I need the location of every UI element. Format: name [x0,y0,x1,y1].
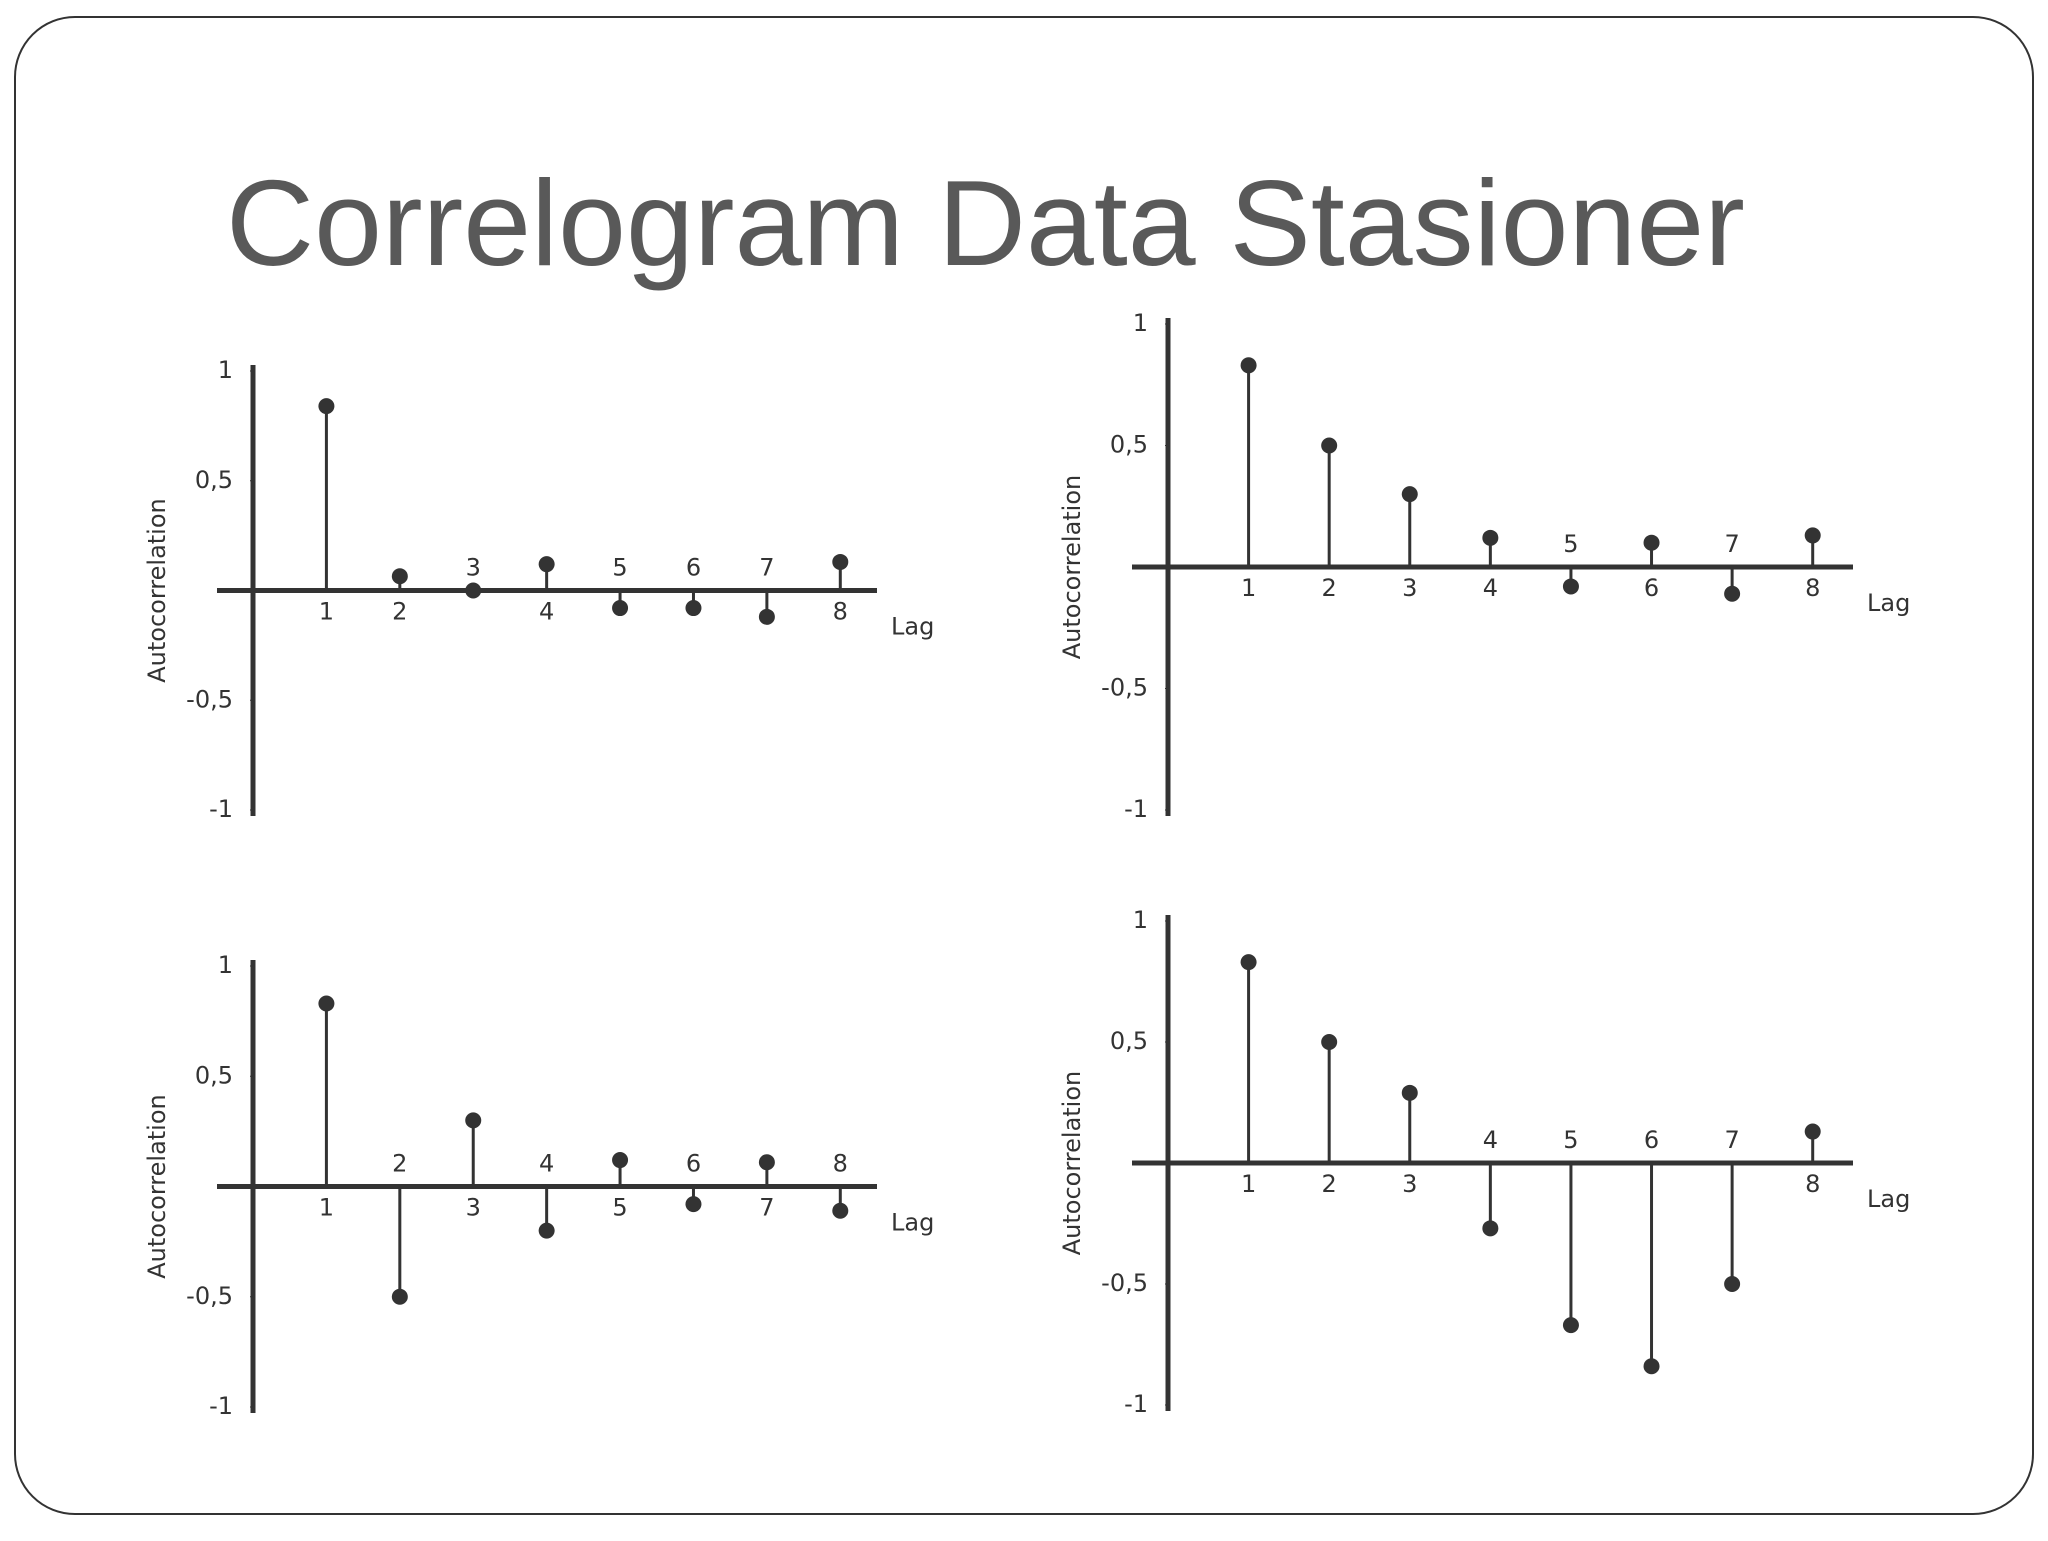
y-tick-label: -0,5 [1101,674,1148,702]
y-tick-label: -0,5 [186,685,233,713]
x-tick-label: 4 [1483,574,1498,602]
slide-title: Correlogram Data Stasioner [226,155,1745,291]
y-tick-label: 1 [218,356,233,384]
stem-marker [1643,534,1660,551]
y-axis-label: Autocorrelation [1058,475,1086,660]
x-tick-label: 1 [319,1194,334,1222]
x-tick-label: 2 [1322,574,1337,602]
x-tick-label: 6 [686,554,701,582]
x-tick-label: 7 [759,1194,774,1222]
y-axis-label: Autocorrelation [1058,1071,1086,1256]
stem-marker [318,398,335,415]
y-tick-label: -1 [1124,1390,1148,1418]
x-tick-label: 5 [1563,1126,1578,1154]
stem-marker [758,1154,775,1171]
x-tick-label: 2 [392,598,407,626]
stem-marker [1321,1034,1338,1050]
x-tick-label: 3 [466,1194,481,1222]
stem-marker [1240,357,1257,374]
x-tick-label: 1 [1241,574,1256,602]
x-axis-label: Lag [891,613,934,641]
stem-marker [612,600,629,617]
stem-marker [832,1202,849,1219]
slide-frame [14,16,2034,1515]
y-tick-label: 1 [218,951,233,979]
stem-marker [1724,585,1741,602]
y-tick-label: -1 [209,1392,233,1420]
stem-marker [685,600,702,617]
x-tick-label: 7 [1724,1126,1739,1154]
stem-marker [318,995,335,1012]
x-tick-label: 7 [1724,530,1739,558]
stem-marker [391,1288,408,1305]
stem-marker [1240,954,1257,971]
stem-marker [685,1196,702,1213]
stem-marker [1562,1317,1579,1334]
x-tick-label: 6 [1644,1126,1659,1154]
x-tick-label: 6 [686,1150,701,1178]
stem-marker [1804,1123,1821,1140]
x-tick-label: 4 [539,1150,554,1178]
stem-marker [758,608,775,625]
x-tick-label: 1 [319,598,334,626]
y-tick-label: 0,5 [195,1061,233,1089]
x-tick-label: 5 [612,554,627,582]
stem-marker [1643,1358,1660,1375]
x-axis-label: Lag [1867,589,1910,617]
x-tick-label: 4 [1483,1126,1498,1154]
stem-marker [465,1112,482,1129]
y-tick-label: -1 [209,795,233,823]
x-tick-label: 5 [1563,530,1578,558]
x-tick-label: 6 [1644,574,1659,602]
y-tick-label: -1 [1124,795,1148,823]
stem-marker [832,553,849,570]
x-tick-label: 3 [466,554,481,582]
stem-marker [538,1222,555,1239]
x-axis-label: Lag [891,1209,934,1237]
stem-marker [1482,1220,1499,1237]
x-tick-label: 7 [759,554,774,582]
x-tick-label: 1 [1241,1170,1256,1198]
y-tick-label: 0,5 [1110,1027,1148,1055]
x-tick-label: 8 [833,598,848,626]
x-tick-label: 8 [1805,574,1820,602]
x-tick-label: 3 [1402,1170,1417,1198]
stem-marker [1401,1084,1418,1101]
stem-marker [538,556,555,573]
stem-marker [1401,486,1418,503]
stem-marker [1482,529,1499,546]
y-tick-label: -0,5 [186,1282,233,1310]
stem-marker [1562,578,1579,595]
stem-marker [391,568,408,585]
x-tick-label: 3 [1402,574,1417,602]
x-tick-label: 8 [1805,1170,1820,1198]
stem-marker [612,1152,629,1169]
stem-marker [1321,437,1338,454]
stem-marker [465,582,482,599]
x-tick-label: 4 [539,598,554,626]
x-tick-label: 2 [1322,1170,1337,1198]
y-axis-label: Autocorrelation [143,498,171,683]
y-tick-label: 1 [1133,906,1148,934]
y-tick-label: 1 [1133,309,1148,337]
x-axis-label: Lag [1867,1185,1910,1213]
x-tick-label: 2 [392,1150,407,1178]
y-tick-label: 0,5 [195,466,233,494]
stem-marker [1724,1276,1741,1292]
y-tick-label: 0,5 [1110,431,1148,459]
x-tick-label: 5 [612,1194,627,1222]
y-axis-label: Autocorrelation [143,1094,171,1279]
y-tick-label: -0,5 [1101,1269,1148,1297]
stem-marker [1804,527,1821,544]
x-tick-label: 8 [833,1150,848,1178]
